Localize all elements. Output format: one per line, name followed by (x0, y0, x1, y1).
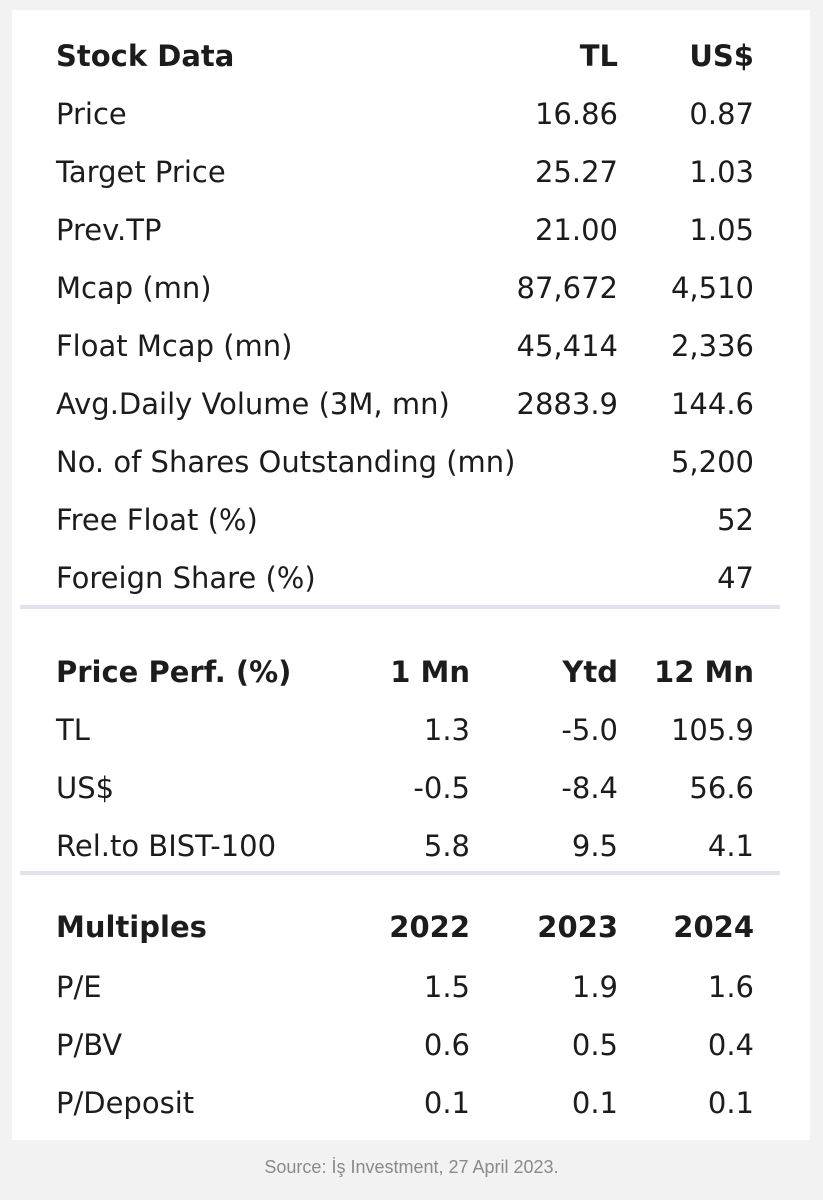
cell-1mn: 1.3 (423, 713, 470, 747)
section-title: Stock Data (56, 39, 235, 73)
section-title: Multiples (56, 910, 207, 944)
cell-usd: 52 (717, 503, 754, 537)
section-divider (20, 605, 780, 609)
row-label: Avg.Daily Volume (3M, mn) (56, 387, 450, 421)
row-label: US$ (56, 771, 115, 805)
table-row: P/Deposit 0.1 0.1 0.1 (12, 1074, 810, 1132)
table-row: Rel.to BIST-100 5.8 9.5 4.1 (12, 817, 810, 875)
cell-usd: 2,336 (670, 329, 754, 363)
cell-usd: 5,200 (670, 445, 754, 479)
table-row: P/E 1.5 1.9 1.6 (12, 958, 810, 1016)
table-row: Mcap (mn) 87,672 4,510 (12, 259, 810, 317)
table-row: Prev.TP 21.00 1.05 (12, 201, 810, 259)
table-row: TL 1.3 -5.0 105.9 (12, 701, 810, 759)
row-label: TL (56, 713, 90, 747)
cell-tl: 45,414 (516, 329, 618, 363)
source-caption: Source: İş Investment, 27 April 2023. (264, 1157, 559, 1177)
column-header-tl: TL (579, 39, 618, 73)
cell-ytd: -8.4 (561, 771, 618, 805)
table-row: No. of Shares Outstanding (mn) 5,200 (12, 433, 810, 491)
multiples-header-row: Multiples 2022 2023 2024 (12, 898, 810, 956)
stock-data-header-row: Stock Data TL US$ (12, 27, 810, 85)
row-label: P/E (56, 970, 102, 1004)
cell-2024: 1.6 (707, 970, 754, 1004)
table-row: Target Price 25.27 1.03 (12, 143, 810, 201)
row-label: No. of Shares Outstanding (mn) (56, 445, 516, 479)
cell-tl: 2883.9 (516, 387, 618, 421)
cell-usd: 0.87 (689, 97, 754, 131)
row-label: P/Deposit (56, 1086, 195, 1120)
row-label: Rel.to BIST-100 (56, 829, 277, 863)
column-header-2022: 2022 (389, 910, 470, 944)
cell-tl: 21.00 (534, 213, 618, 247)
row-label: Float Mcap (mn) (56, 329, 293, 363)
row-label: Free Float (%) (56, 503, 258, 537)
table-row: Price 16.86 0.87 (12, 85, 810, 143)
cell-2023: 0.5 (571, 1028, 618, 1062)
cell-2022: 0.6 (423, 1028, 470, 1062)
column-header-usd: US$ (689, 39, 754, 73)
cell-usd: 4,510 (670, 271, 754, 305)
row-label: Target Price (56, 155, 226, 189)
cell-2022: 0.1 (423, 1086, 470, 1120)
cell-tl: 87,672 (516, 271, 618, 305)
cell-2022: 1.5 (423, 970, 470, 1004)
row-label: Mcap (mn) (56, 271, 212, 305)
cell-ytd: -5.0 (561, 713, 618, 747)
row-label: Price (56, 97, 127, 131)
cell-2024: 0.4 (707, 1028, 754, 1062)
cell-tl: 16.86 (534, 97, 618, 131)
cell-2024: 0.1 (707, 1086, 754, 1120)
column-header-12mn: 12 Mn (654, 655, 754, 689)
row-label: P/BV (56, 1028, 123, 1062)
table-row: Float Mcap (mn) 45,414 2,336 (12, 317, 810, 375)
cell-usd: 1.03 (689, 155, 754, 189)
section-title: Price Perf. (%) (56, 655, 292, 689)
price-perf-header-row: Price Perf. (%) 1 Mn Ytd 12 Mn (12, 643, 810, 701)
column-header-2023: 2023 (537, 910, 618, 944)
table-row: Avg.Daily Volume (3M, mn) 2883.9 144.6 (12, 375, 810, 433)
cell-tl: 25.27 (534, 155, 618, 189)
column-header-ytd: Ytd (562, 655, 618, 689)
table-row: P/BV 0.6 0.5 0.4 (12, 1016, 810, 1074)
table-row: Foreign Share (%) 47 (12, 549, 810, 607)
table-row: US$ -0.5 -8.4 56.6 (12, 759, 810, 817)
cell-12mn: 4.1 (707, 829, 754, 863)
cell-usd: 47 (717, 561, 754, 595)
cell-1mn: -0.5 (413, 771, 470, 805)
stock-data-card: Stock Data TL US$ Price 16.86 0.87 Targe… (12, 10, 810, 1140)
cell-2023: 0.1 (571, 1086, 618, 1120)
cell-12mn: 105.9 (670, 713, 754, 747)
row-label: Prev.TP (56, 213, 162, 247)
row-label: Foreign Share (%) (56, 561, 316, 595)
cell-usd: 1.05 (689, 213, 754, 247)
cell-1mn: 5.8 (423, 829, 470, 863)
cell-usd: 144.6 (670, 387, 754, 421)
column-header-2024: 2024 (673, 910, 754, 944)
cell-ytd: 9.5 (571, 829, 618, 863)
column-header-1mn: 1 Mn (390, 655, 470, 689)
table-row: Free Float (%) 52 (12, 491, 810, 549)
cell-2023: 1.9 (571, 970, 618, 1004)
section-divider (20, 871, 780, 875)
cell-12mn: 56.6 (689, 771, 754, 805)
